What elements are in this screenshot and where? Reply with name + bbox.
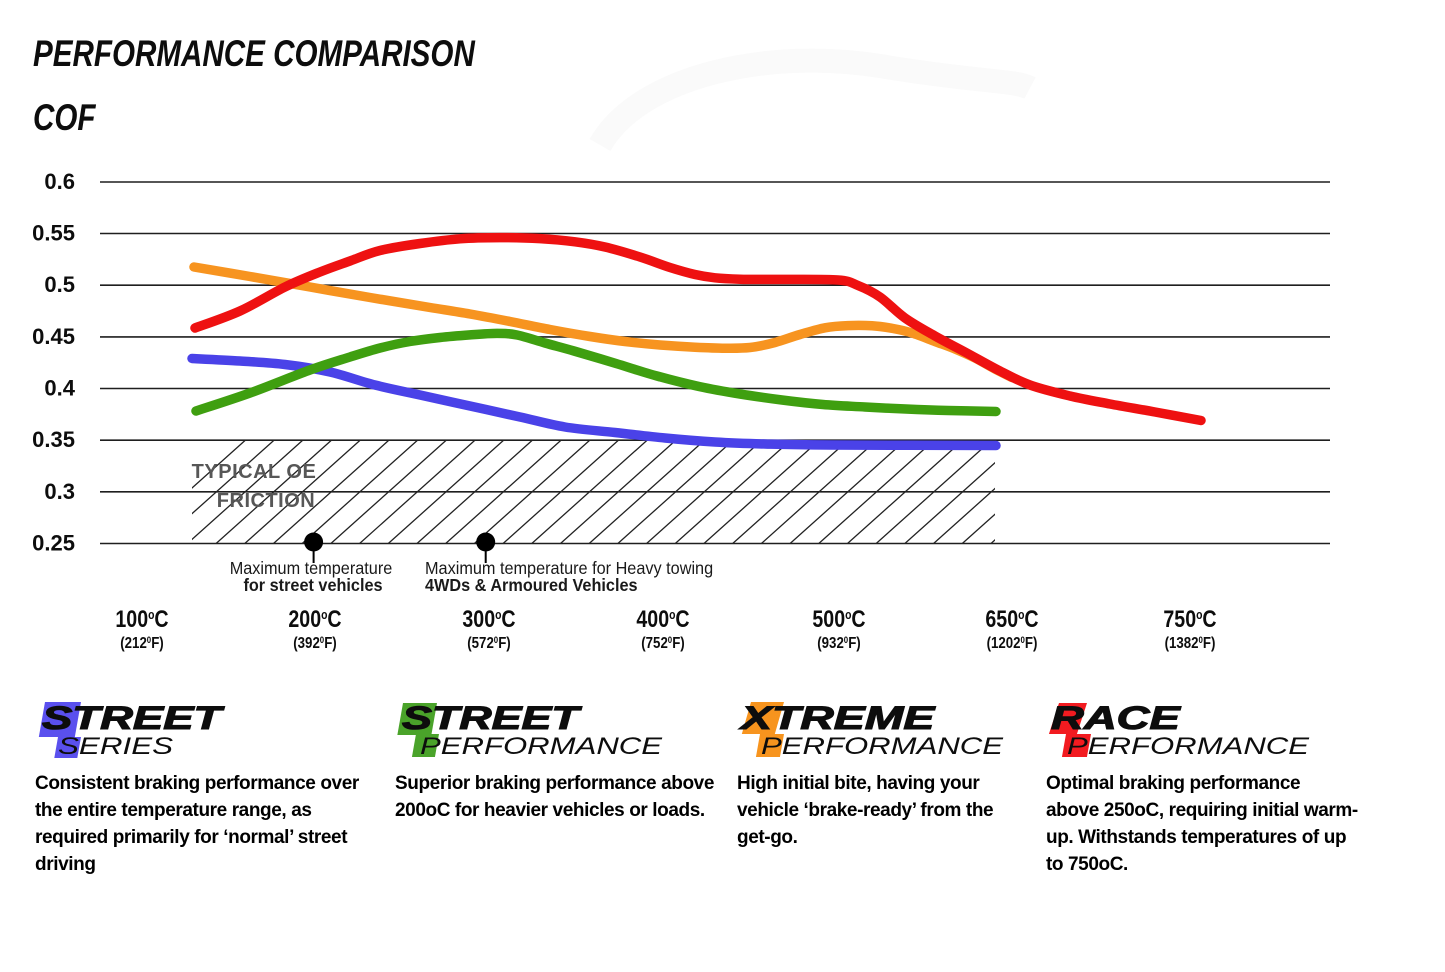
svg-text:(5720F): (5720F) bbox=[467, 634, 511, 652]
svg-text:0.5: 0.5 bbox=[44, 272, 75, 297]
svg-text:0.25: 0.25 bbox=[32, 531, 75, 556]
svg-text:for street vehicles: for street vehicles bbox=[243, 575, 382, 595]
svg-text:0.55: 0.55 bbox=[32, 221, 75, 246]
svg-text:650oC: 650oC bbox=[985, 605, 1038, 633]
svg-text:750oC: 750oC bbox=[1163, 605, 1216, 633]
svg-text:(13820F): (13820F) bbox=[1165, 634, 1216, 652]
svg-text:(9320F): (9320F) bbox=[817, 634, 861, 652]
svg-text:4WDs & Armoured Vehicles: 4WDs & Armoured Vehicles bbox=[425, 575, 638, 595]
svg-text:(12020F): (12020F) bbox=[987, 634, 1038, 652]
svg-text:0.3: 0.3 bbox=[44, 479, 75, 504]
svg-text:0.6: 0.6 bbox=[44, 169, 75, 194]
svg-text:100oC: 100oC bbox=[115, 605, 168, 633]
svg-text:Maximum temperature: Maximum temperature bbox=[230, 558, 393, 578]
svg-text:(3920F): (3920F) bbox=[293, 634, 337, 652]
svg-text:500oC: 500oC bbox=[812, 605, 865, 633]
svg-text:TYPICAL OE: TYPICAL OE bbox=[192, 461, 317, 483]
svg-text:0.35: 0.35 bbox=[32, 427, 75, 452]
svg-text:Maximum temperature for Heavy: Maximum temperature for Heavy towing bbox=[425, 558, 713, 578]
svg-text:(2120F): (2120F) bbox=[120, 634, 164, 652]
svg-text:0.4: 0.4 bbox=[44, 376, 75, 401]
svg-text:(7520F): (7520F) bbox=[641, 634, 685, 652]
svg-text:300oC: 300oC bbox=[462, 605, 515, 633]
svg-text:400oC: 400oC bbox=[636, 605, 689, 633]
svg-text:FRICTION: FRICTION bbox=[217, 490, 315, 512]
svg-text:200oC: 200oC bbox=[288, 605, 341, 633]
svg-text:0.45: 0.45 bbox=[32, 324, 75, 349]
